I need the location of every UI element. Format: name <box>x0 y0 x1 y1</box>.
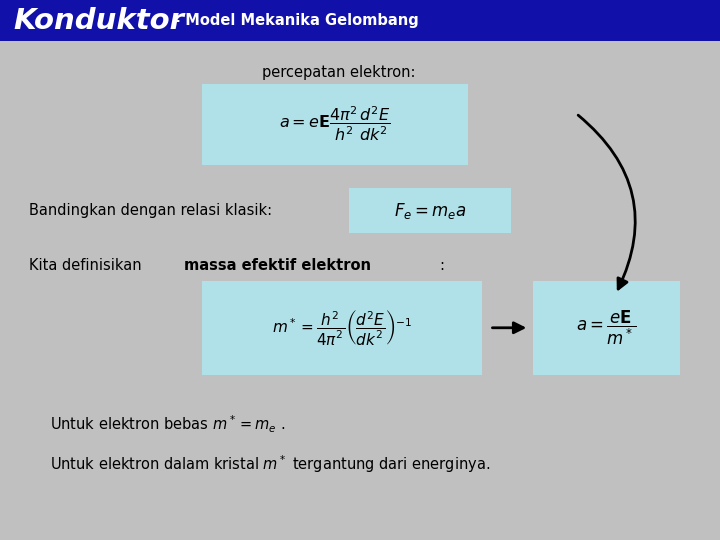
Text: massa efektif elektron: massa efektif elektron <box>184 258 371 273</box>
Text: Untuk elektron dalam kristal $m^*$ tergantung dari energinya.: Untuk elektron dalam kristal $m^*$ terga… <box>50 454 490 475</box>
FancyBboxPatch shape <box>202 84 468 165</box>
Text: $a = \dfrac{e\mathbf{E}}{m^*}$: $a = \dfrac{e\mathbf{E}}{m^*}$ <box>576 309 636 347</box>
Text: Kita definisikan: Kita definisikan <box>29 258 146 273</box>
FancyArrowPatch shape <box>578 115 635 289</box>
Text: $a = e\mathbf{E}\dfrac{4\pi^2}{h^2}\dfrac{d^2E}{dk^2}$: $a = e\mathbf{E}\dfrac{4\pi^2}{h^2}\dfra… <box>279 105 390 144</box>
FancyBboxPatch shape <box>533 281 680 375</box>
Text: $F_e = m_e a$: $F_e = m_e a$ <box>394 200 466 221</box>
Bar <box>0 0 720 40</box>
Text: Untuk elektron bebas $m^* = m_e$ .: Untuk elektron bebas $m^* = m_e$ . <box>50 413 286 435</box>
FancyBboxPatch shape <box>349 188 511 233</box>
FancyBboxPatch shape <box>202 281 482 375</box>
Text: $m^* = \dfrac{h^2}{4\pi^2}\left(\dfrac{d^2E}{dk^2}\right)^{-1}$: $m^* = \dfrac{h^2}{4\pi^2}\left(\dfrac{d… <box>271 308 413 347</box>
Text: Bandingkan dengan relasi klasik:: Bandingkan dengan relasi klasik: <box>29 203 272 218</box>
Text: Konduktor: Konduktor <box>13 6 184 35</box>
Text: :: : <box>439 258 444 273</box>
Text: percepatan elektron:: percepatan elektron: <box>261 65 415 80</box>
Text: - Model Mekanika Gelombang: - Model Mekanika Gelombang <box>169 13 419 28</box>
